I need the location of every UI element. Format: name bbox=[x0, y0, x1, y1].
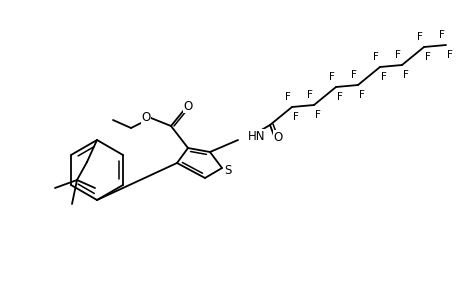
Text: F: F bbox=[358, 90, 364, 100]
Text: F: F bbox=[372, 52, 378, 62]
Text: F: F bbox=[284, 92, 290, 102]
Text: HN: HN bbox=[247, 130, 265, 142]
Text: F: F bbox=[292, 112, 298, 122]
Text: O: O bbox=[273, 130, 282, 143]
Text: F: F bbox=[336, 92, 342, 102]
Text: O: O bbox=[141, 110, 150, 124]
Text: F: F bbox=[394, 50, 400, 60]
Text: F: F bbox=[350, 70, 356, 80]
Text: F: F bbox=[424, 52, 430, 62]
Text: F: F bbox=[446, 50, 452, 60]
Text: F: F bbox=[306, 90, 312, 100]
Text: F: F bbox=[416, 32, 422, 42]
Text: S: S bbox=[224, 164, 231, 176]
Text: F: F bbox=[381, 72, 386, 82]
Text: F: F bbox=[403, 70, 408, 80]
Text: F: F bbox=[314, 110, 320, 120]
Text: F: F bbox=[328, 72, 334, 82]
Text: O: O bbox=[183, 100, 192, 112]
Text: F: F bbox=[438, 30, 444, 40]
